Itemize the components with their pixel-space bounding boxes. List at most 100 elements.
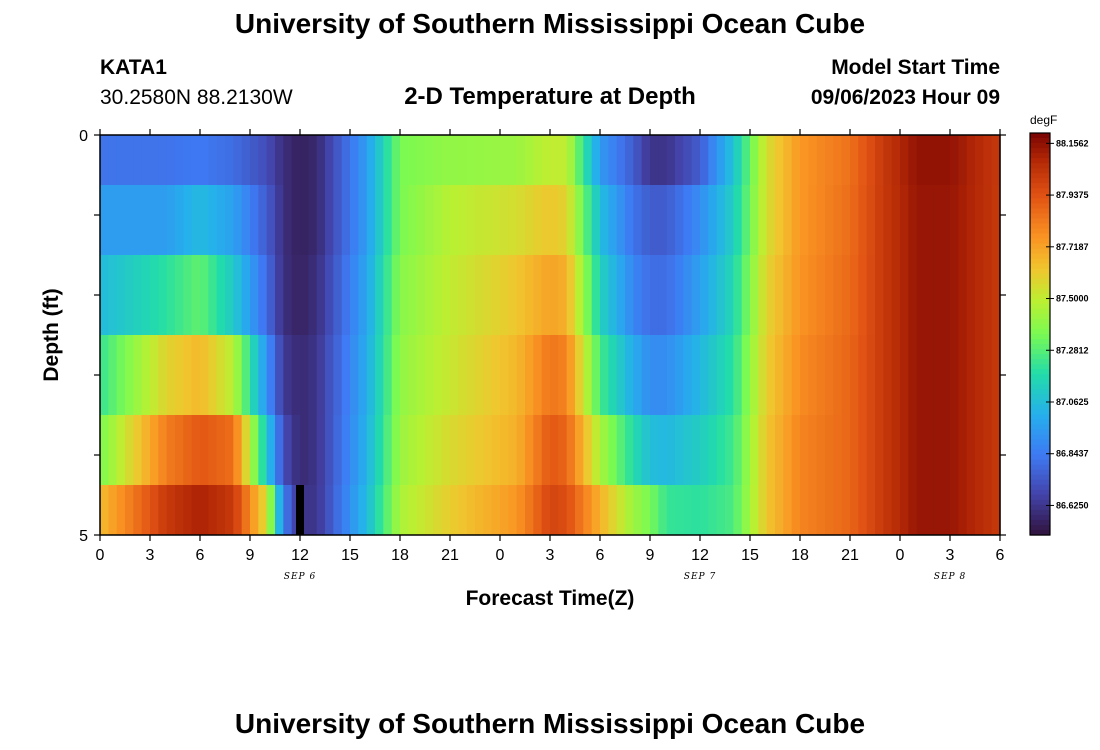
heatmap-cell <box>383 335 393 415</box>
heatmap-cell <box>450 335 459 415</box>
heatmap-cell <box>125 255 134 335</box>
heatmap-cell <box>566 255 576 335</box>
heatmap-cell <box>575 135 584 185</box>
heatmap-cell <box>408 185 418 255</box>
heatmap-cell <box>741 335 751 415</box>
heatmap-cell <box>958 335 968 415</box>
colorbar-label: 87.2812 <box>1056 345 1089 355</box>
heatmap-cell <box>358 485 368 535</box>
heatmap-cell <box>616 415 626 485</box>
colorbar-segment <box>1030 424 1050 431</box>
heatmap-cell <box>508 335 518 415</box>
heatmap-cell <box>166 485 176 535</box>
heatmap-cell <box>516 335 526 415</box>
heatmap-cell <box>250 485 259 535</box>
heatmap-cell <box>650 485 659 535</box>
heatmap-cell <box>525 135 534 185</box>
colorbar-segment <box>1030 188 1050 194</box>
heatmap-cell <box>858 485 868 535</box>
colorbar-segment <box>1030 449 1050 456</box>
heatmap-cell <box>483 415 493 485</box>
heatmap-cell <box>333 185 343 255</box>
heatmap-cell <box>808 415 818 485</box>
colorbar-segment <box>1030 148 1050 154</box>
colorbar-segment <box>1030 278 1050 285</box>
heatmap-cell <box>183 255 193 335</box>
colorbar-segment <box>1030 183 1050 189</box>
heatmap-cell <box>891 255 901 335</box>
heatmap-cell <box>850 255 859 335</box>
heatmap-cell <box>966 335 976 415</box>
heatmap-cell <box>725 255 734 335</box>
heatmap-cell <box>316 185 326 255</box>
heatmap-cell <box>850 415 859 485</box>
heatmap-cell <box>166 415 176 485</box>
colorbar-label: 87.5000 <box>1056 294 1089 304</box>
heatmap-cell <box>900 485 909 535</box>
heatmap-cell <box>208 415 218 485</box>
heatmap-cell <box>391 255 401 335</box>
heatmap-cell <box>966 255 976 335</box>
y-axis: 05 <box>79 128 1006 545</box>
heatmap-cell <box>900 415 909 485</box>
heatmap-cell <box>633 415 643 485</box>
heatmap-cell <box>508 135 518 185</box>
heatmap-cell <box>766 255 776 335</box>
heatmap-cell <box>558 485 568 535</box>
heatmap-cell <box>466 335 476 415</box>
colorbar-segment <box>1030 369 1050 375</box>
heatmap-cell <box>966 485 976 535</box>
heatmap-cell <box>575 335 584 415</box>
heatmap-cell <box>291 185 301 255</box>
heatmap-cell <box>491 255 501 335</box>
heatmap-cell <box>333 485 343 535</box>
heatmap-cell <box>300 335 309 415</box>
heatmap-cell <box>466 185 476 255</box>
heatmap-cell <box>358 255 368 335</box>
heatmap-cell <box>141 185 151 255</box>
y-tick-label: 5 <box>79 528 88 545</box>
heatmap-cell <box>975 185 984 255</box>
heatmap-cell <box>583 255 593 335</box>
heatmap-cell <box>491 185 501 255</box>
heatmap-cell <box>808 485 818 535</box>
heatmap-cell <box>758 485 768 535</box>
heatmap-cell <box>275 335 284 415</box>
x-tick-label: 18 <box>391 547 409 564</box>
heatmap-cell <box>791 335 801 415</box>
heatmap-cell <box>100 185 109 255</box>
colorbar-segment <box>1030 173 1050 179</box>
heatmap-cell <box>791 185 801 255</box>
heatmap-cell <box>691 485 701 535</box>
heatmap-cell <box>583 335 593 415</box>
heatmap-cell <box>641 415 651 485</box>
colorbar-frame <box>1029 132 1051 536</box>
heatmap-cell <box>608 255 618 335</box>
heatmap-cell <box>883 335 893 415</box>
colorbar-segment <box>1030 253 1050 260</box>
heatmap-cell <box>466 415 476 485</box>
colorbar-segment <box>1030 303 1050 310</box>
heatmap-cell <box>241 135 251 185</box>
heatmap-cell <box>750 415 759 485</box>
missing-data-cell <box>296 485 304 535</box>
heatmap-cell <box>550 415 559 485</box>
heatmap-cell <box>716 485 726 535</box>
heatmap-cell <box>791 255 801 335</box>
heatmap-cell <box>908 255 918 335</box>
heatmap-cell <box>166 135 176 185</box>
heatmap-cell <box>883 415 893 485</box>
heatmap-cell <box>233 415 243 485</box>
heatmap-cell <box>441 185 451 255</box>
heatmap-cell <box>816 185 826 255</box>
colorbar-segment <box>1030 293 1050 300</box>
heatmap-cell <box>800 335 809 415</box>
heatmap-cell <box>766 485 776 535</box>
x-tick-label: 21 <box>841 547 859 564</box>
heatmap-cell <box>883 185 893 255</box>
heatmap-cell <box>433 255 443 335</box>
heatmap-cell <box>666 485 676 535</box>
heatmap-cell <box>475 485 484 535</box>
heatmap-cell <box>983 255 993 335</box>
x-axis: 0 3 6 9 12 15 18 21 0 3 6 9 12 15 18 21 0 3 6 SEP 6 SEP 7 SEP… <box>96 129 1005 582</box>
